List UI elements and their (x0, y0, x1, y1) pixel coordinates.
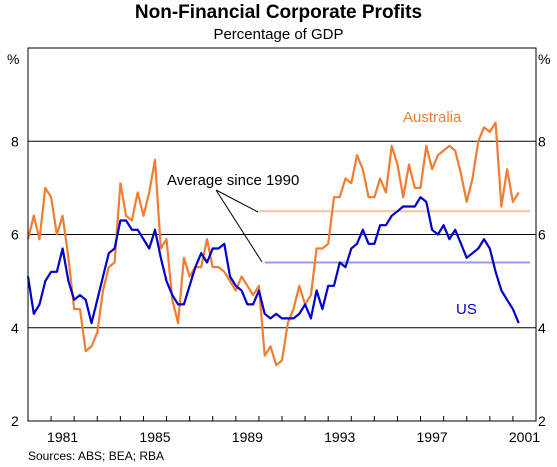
y-unit-left: % (7, 51, 19, 67)
series-label-australia: Australia (403, 109, 462, 126)
annotation-leader-us (215, 189, 263, 263)
y-tick-label-left-8: 8 (11, 133, 19, 149)
label-layer: 2 2 4 4 6 6 8 8 1981 1985 1989 1993 1997 2001 Australi… (11, 109, 546, 445)
annotation-layer: Average since 1990 (167, 172, 299, 263)
x-tick-label-1989: 1989 (232, 429, 263, 445)
annotation-leader-australia (215, 189, 259, 213)
y-tick-label-left-6: 6 (11, 227, 19, 243)
x-tick-label-1997: 1997 (417, 429, 448, 445)
x-tick-label-2001: 2001 (509, 429, 540, 445)
chart-title: Non-Financial Corporate Profits (134, 2, 423, 23)
annotation-average-since-1990: Average since 1990 (167, 172, 299, 189)
y-tick-label-right-6: 6 (538, 227, 546, 243)
x-tick-label-1993: 1993 (324, 429, 355, 445)
series-line-australia (26, 121, 520, 367)
tick-layer (27, 416, 537, 421)
y-tick-label-left-4: 4 (11, 320, 19, 336)
x-tick-label-1985: 1985 (139, 429, 170, 445)
average-lines (258, 210, 531, 264)
series-line-us (26, 196, 520, 325)
y-tick-label-right-2: 2 (538, 413, 546, 429)
series-label-us: US (456, 301, 477, 318)
chart-source: Sources: ABS; BEA; RBA (28, 449, 165, 463)
y-tick-label-left-2: 2 (11, 413, 19, 429)
chart-subtitle: Percentage of GDP (213, 26, 344, 43)
series-layer (26, 121, 520, 367)
x-tick-label-1981: 1981 (47, 429, 78, 445)
y-unit-right: % (538, 51, 550, 67)
y-tick-label-right-8: 8 (538, 133, 546, 149)
y-tick-label-right-4: 4 (538, 320, 546, 336)
